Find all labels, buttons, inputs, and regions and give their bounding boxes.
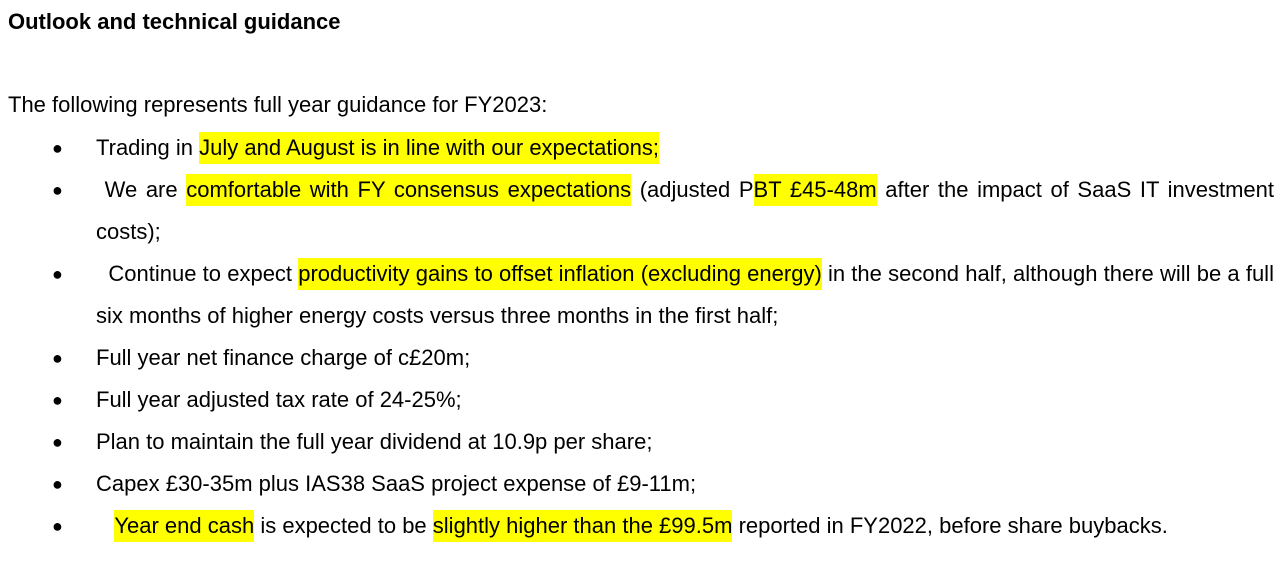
item-text-plain: Continue to expect (108, 261, 293, 286)
bullet-icon: ● (52, 180, 63, 200)
bullet-icon: ● (52, 516, 63, 536)
bullet-icon: ● (52, 390, 63, 410)
highlighted-text: comfortable with FY consensus expectatio… (186, 174, 632, 206)
item-text-plain: Trading in (96, 135, 194, 160)
bullet-icon: ● (52, 138, 63, 158)
highlighted-text: BT £45-48m (753, 174, 877, 206)
highlighted-text: slightly higher than the £99.5m (432, 510, 733, 542)
list-item-text: Continue to expect productivity gains to… (96, 253, 1274, 337)
item-text-plain: after the impact of SaaS IT investment c… (96, 177, 1274, 244)
highlighted-text: Year end cash (114, 510, 255, 542)
item-text-plain: is expected to be (260, 513, 427, 538)
intro-paragraph: The following represents full year guida… (8, 92, 548, 117)
bullet-icon: ● (52, 474, 63, 494)
item-text-plain: in the second half, although there will … (96, 261, 1274, 328)
list-item-text: Plan to maintain the full year dividend … (96, 429, 653, 454)
list-item-text: Full year net finance charge of c£20m; (96, 345, 471, 370)
list-item-text: Full year adjusted tax rate of 24-25%; (96, 387, 462, 412)
list-item-text: Year end cash is expected to be slightly… (96, 505, 1274, 547)
list-item-text: We are comfortable with FY consensus exp… (96, 169, 1274, 253)
list-item-text: Trading in July and August is in line wi… (96, 127, 1274, 169)
highlighted-text: productivity gains to offset inflation (… (298, 258, 822, 290)
item-text-plain: We are (104, 177, 178, 202)
section-heading: Outlook and technical guidance (8, 9, 341, 34)
highlighted-text: July and August is in line with our expe… (199, 132, 659, 164)
list-item-text: Capex £30-35m plus IAS38 SaaS project ex… (96, 471, 697, 496)
bullet-icon: ● (52, 264, 63, 284)
bullet-icon: ● (52, 348, 63, 368)
item-text-plain: reported in FY2022, before share buyback… (738, 513, 1168, 538)
bullet-icon: ● (52, 432, 63, 452)
item-text-plain: (adjusted P (639, 177, 754, 202)
